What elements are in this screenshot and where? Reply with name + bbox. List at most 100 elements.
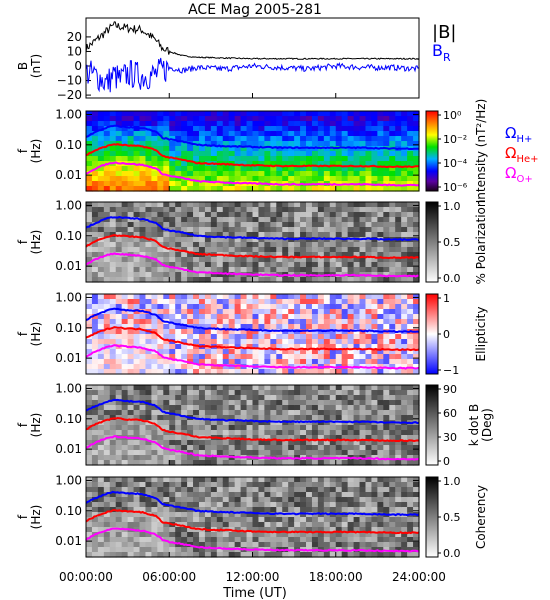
ellipticity-cell xyxy=(246,354,254,360)
ellipticity-cell xyxy=(175,294,182,300)
intensity-cell xyxy=(323,176,331,182)
polarization-cell xyxy=(389,272,396,278)
ellipticity-cell xyxy=(216,339,224,345)
polarization-cell xyxy=(210,257,218,263)
coherency-cell xyxy=(413,502,420,508)
ellipticity-cell xyxy=(383,349,390,355)
coherency-cell xyxy=(294,482,301,488)
ellipticity-cell xyxy=(222,354,230,360)
kdotb-cell xyxy=(341,415,349,421)
ellipticity-cell xyxy=(323,354,331,360)
ellipticity-cell xyxy=(306,299,313,305)
ellipticity-cell xyxy=(109,304,117,310)
polarization-cell xyxy=(306,267,313,273)
ellipticity-cell xyxy=(300,349,307,355)
intensity-cell xyxy=(395,171,402,177)
polarization-cell xyxy=(377,257,384,263)
kdotb-cell xyxy=(264,410,271,416)
intensity-cell xyxy=(323,126,331,132)
intensity-cell xyxy=(377,126,384,132)
intensity-cell xyxy=(163,186,170,192)
intensity-cell xyxy=(109,181,117,187)
intensity-cell xyxy=(222,156,230,162)
kdotb-cell xyxy=(86,390,93,396)
coherency-cell xyxy=(288,527,295,533)
polarization-cell xyxy=(407,257,414,263)
coherency-cell xyxy=(246,497,254,503)
ellipticity-cell xyxy=(240,349,248,355)
intensity-cell xyxy=(139,171,147,177)
gyro-label-h: ΩH+ xyxy=(505,124,532,145)
intensity-cell xyxy=(323,136,331,142)
polarization-cell xyxy=(258,207,265,213)
ellipticity-cell xyxy=(377,359,384,365)
kdotb-cell xyxy=(341,390,349,396)
intensity-cell xyxy=(359,136,367,142)
polarization-cell xyxy=(86,212,93,218)
kdotb-cell xyxy=(329,385,337,391)
intensity-cell xyxy=(252,151,260,157)
kdotb-cell xyxy=(181,400,188,406)
ellipticity-cell xyxy=(109,339,117,345)
coherency-cell xyxy=(163,482,170,488)
ellipticity-cell xyxy=(246,299,254,305)
ellipticity-cell xyxy=(306,369,313,375)
polarization-cell xyxy=(109,257,117,263)
kdotb-cell xyxy=(389,415,396,421)
polarization-cell xyxy=(347,212,355,218)
ellipticity-cell xyxy=(300,344,307,350)
ellipticity-cell xyxy=(288,344,295,350)
kdotb-cell xyxy=(240,445,248,451)
intensity-cell xyxy=(300,151,307,157)
kdotb-cell xyxy=(181,445,188,451)
intensity-cell xyxy=(264,131,271,137)
polarization-cell xyxy=(157,217,164,223)
ellipticity-cell xyxy=(329,304,337,310)
ellipticity-cell xyxy=(383,324,390,330)
ellipticity-cell xyxy=(163,339,170,345)
ellipticity-cell xyxy=(204,294,212,300)
coherency-cell xyxy=(371,502,378,508)
intensity-cell xyxy=(240,146,248,152)
kdotb-cell xyxy=(127,455,135,461)
ellipticity-cell xyxy=(145,369,153,375)
coherency-cell xyxy=(395,522,402,528)
kdotb-cell xyxy=(258,430,265,436)
kdotb-cell xyxy=(175,420,182,426)
intensity-cell xyxy=(365,116,373,122)
coherency-cell xyxy=(187,537,194,543)
polarization-cell xyxy=(311,227,319,233)
intensity-cell xyxy=(91,116,99,122)
kdotb-cell xyxy=(133,390,141,396)
ellipticity-cell xyxy=(311,344,319,350)
coherency-cell xyxy=(234,532,242,538)
intensity-cell xyxy=(317,176,325,182)
ellipticity-cell xyxy=(341,299,349,305)
intensity-cells xyxy=(86,111,420,192)
coherency-cell xyxy=(234,487,242,493)
kdotb-cell xyxy=(246,405,254,411)
intensity-cell xyxy=(121,126,129,132)
kdotb-cell xyxy=(175,460,182,466)
intensity-cell xyxy=(127,166,135,172)
polarization-cell xyxy=(329,262,337,268)
ellipticity-cell xyxy=(335,369,343,375)
polarization-cell xyxy=(181,232,188,238)
coherency-cell xyxy=(157,482,164,488)
kdotb-cell xyxy=(359,385,367,391)
kdotb-cell xyxy=(121,395,129,401)
intensity-cell xyxy=(306,131,313,137)
polarization-cell xyxy=(91,247,99,253)
kdotb-cell xyxy=(151,460,158,466)
coherency-cell xyxy=(264,537,271,543)
field-y-tick-label: −20 xyxy=(57,88,82,102)
kdotb-cell xyxy=(187,420,194,426)
intensity-cell xyxy=(127,131,135,137)
ellipticity-cell xyxy=(377,324,384,330)
intensity-cell xyxy=(97,111,105,117)
intensity-cell xyxy=(115,136,123,142)
coherency-cell xyxy=(145,522,153,528)
ellipticity-cell xyxy=(323,319,331,325)
coherency-cell xyxy=(413,522,420,528)
coherency-cell xyxy=(193,487,200,493)
